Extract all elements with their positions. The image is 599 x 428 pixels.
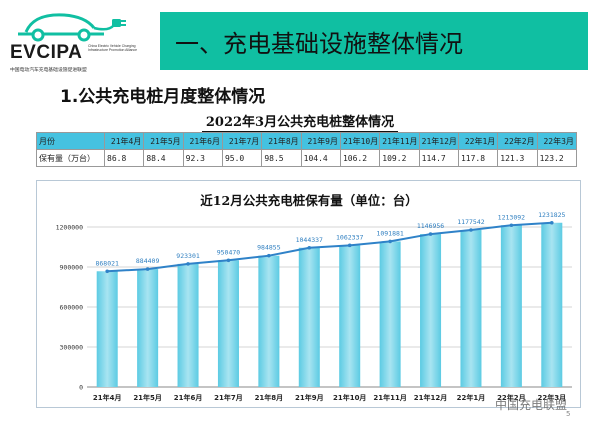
value-cell: 114.7 bbox=[418, 149, 459, 167]
x-tick-label: 21年10月 bbox=[333, 393, 366, 402]
chart-canvas: 近12月公共充电桩保有量（单位：台） 0 300000 600000 900000 120… bbox=[56, 193, 572, 402]
data-label: 1213092 bbox=[498, 213, 525, 221]
chart-bar bbox=[460, 229, 482, 387]
x-tick-label: 22年1月 bbox=[457, 393, 486, 402]
chart-bar bbox=[298, 247, 320, 387]
data-label: 884409 bbox=[136, 257, 160, 265]
data-label: 1091881 bbox=[376, 229, 403, 237]
data-label: 1177542 bbox=[457, 218, 484, 226]
logo-english-name: China Electric Vehicle Charging Infrastr… bbox=[88, 44, 137, 53]
section-heading: 1.公共充电桩月度整体情况 bbox=[60, 87, 266, 107]
month-cell: 21年12月 bbox=[418, 132, 459, 150]
chart-bar bbox=[541, 222, 563, 387]
month-cell: 21年6月 bbox=[182, 132, 223, 150]
trend-point bbox=[145, 267, 150, 271]
value-cell: 121.3 bbox=[497, 149, 538, 167]
data-label: 950470 bbox=[217, 248, 241, 256]
trend-line bbox=[107, 221, 552, 273]
chart-bar bbox=[177, 263, 199, 387]
chart-bar bbox=[420, 234, 442, 387]
month-cell: 21年9月 bbox=[300, 132, 341, 150]
data-label: 923301 bbox=[176, 252, 200, 260]
x-tick-label: 22年3月 bbox=[537, 393, 566, 402]
trend-point bbox=[105, 269, 110, 274]
trend-point bbox=[469, 228, 473, 232]
value-cell: 123.2 bbox=[536, 149, 577, 167]
month-cell: 21年7月 bbox=[221, 132, 263, 150]
value-cell: 117.8 bbox=[457, 149, 499, 167]
value-cell: 106.2 bbox=[339, 149, 381, 167]
month-cell: 21年5月 bbox=[143, 132, 184, 150]
x-tick-label: 22年2月 bbox=[497, 393, 526, 402]
data-label: 1146956 bbox=[417, 222, 444, 230]
x-tick-label: 21年4月 bbox=[93, 393, 122, 402]
data-label: 1231825 bbox=[538, 211, 565, 219]
x-tick-label: 21年8月 bbox=[255, 393, 284, 402]
title-banner bbox=[160, 12, 588, 70]
stock-chart: 近12月公共充电桩保有量（单位：台） 0 300000 600000 900000 120… bbox=[36, 180, 581, 408]
month-cell: 21年11月 bbox=[379, 132, 420, 150]
y-tick-label: 1200000 bbox=[56, 224, 83, 232]
month-cell: 21年10月 bbox=[339, 132, 381, 150]
evcipa-logo: EVCIPA China Electric Vehicle Charging I… bbox=[6, 8, 156, 78]
y-tick-label: 300000 bbox=[60, 344, 84, 352]
x-tick-label: 21年12月 bbox=[414, 393, 447, 402]
watermark: 中国充电联盟 bbox=[495, 398, 568, 412]
month-cell: 21年8月 bbox=[261, 132, 302, 150]
logo-chinese-name: 中国电动汽车充电基础设施促进联盟 bbox=[10, 68, 87, 73]
trend-point bbox=[388, 239, 392, 244]
trend-point bbox=[549, 220, 554, 225]
chart-bar bbox=[96, 271, 118, 387]
month-cell: 22年3月 bbox=[536, 132, 577, 150]
value-cell: 104.4 bbox=[300, 149, 341, 167]
y-tick-label: 600000 bbox=[60, 304, 84, 312]
value-cell: 88.4 bbox=[143, 149, 184, 167]
row-header-value: 保有量（万台） bbox=[36, 149, 105, 167]
trend-point bbox=[347, 243, 352, 248]
month-cell: 22年1月 bbox=[457, 132, 499, 150]
month-cell: 21年4月 bbox=[103, 132, 145, 150]
value-cell: 109.2 bbox=[379, 149, 420, 167]
trend-point bbox=[509, 223, 514, 228]
trend-point bbox=[428, 232, 433, 236]
chart-title: 近12月公共充电桩保有量（单位：台） bbox=[200, 193, 417, 208]
y-tick-label: 0 bbox=[79, 384, 83, 392]
row-header-month: 月份 bbox=[36, 132, 105, 150]
ev-car-plug-icon bbox=[18, 13, 126, 42]
trend-point bbox=[307, 245, 312, 250]
trend-point bbox=[267, 253, 271, 258]
trend-point bbox=[186, 262, 190, 266]
trend-point bbox=[226, 258, 231, 263]
x-tick-label: 21年7月 bbox=[214, 393, 243, 402]
monthly-stock-table: 月份 21年4月 21年5月 21年6月 21年7月 21年8月 21年9月 2… bbox=[36, 132, 577, 167]
value-cell: 92.3 bbox=[182, 149, 223, 167]
chart-bar bbox=[217, 260, 239, 387]
table-title: 2022年3月公共充电桩整体情况 bbox=[140, 111, 460, 132]
value-cell: 98.5 bbox=[261, 149, 302, 167]
chart-bar bbox=[339, 245, 361, 387]
y-tick-label: 900000 bbox=[60, 264, 84, 272]
x-tick-label: 21年11月 bbox=[373, 393, 406, 402]
page-title: 一、充电基础设施整体情况 bbox=[175, 30, 463, 58]
table-header-row: 月份 21年4月 21年5月 21年6月 21年7月 21年8月 21年9月 2… bbox=[36, 132, 577, 150]
data-label: 868021 bbox=[95, 259, 119, 267]
logo-wordmark: EVCIPA bbox=[10, 42, 83, 63]
chart-bar bbox=[258, 255, 280, 387]
data-label: 1062337 bbox=[336, 233, 363, 241]
data-label: 1044337 bbox=[296, 236, 323, 244]
value-cell: 95.0 bbox=[221, 149, 263, 167]
value-cell: 86.8 bbox=[103, 149, 145, 167]
x-tick-label: 21年6月 bbox=[174, 393, 203, 402]
chart-bar bbox=[500, 225, 522, 387]
chart-bar bbox=[137, 269, 159, 387]
x-tick-label: 21年5月 bbox=[133, 393, 162, 402]
x-tick-label: 21年9月 bbox=[295, 393, 324, 402]
data-label: 984855 bbox=[257, 244, 281, 252]
chart-bar bbox=[379, 241, 401, 387]
page-number: 5 bbox=[566, 410, 571, 418]
month-cell: 22年2月 bbox=[497, 132, 538, 150]
table-row: 保有量（万台） 86.8 88.4 92.3 95.0 98.5 104.4 1… bbox=[36, 149, 577, 167]
